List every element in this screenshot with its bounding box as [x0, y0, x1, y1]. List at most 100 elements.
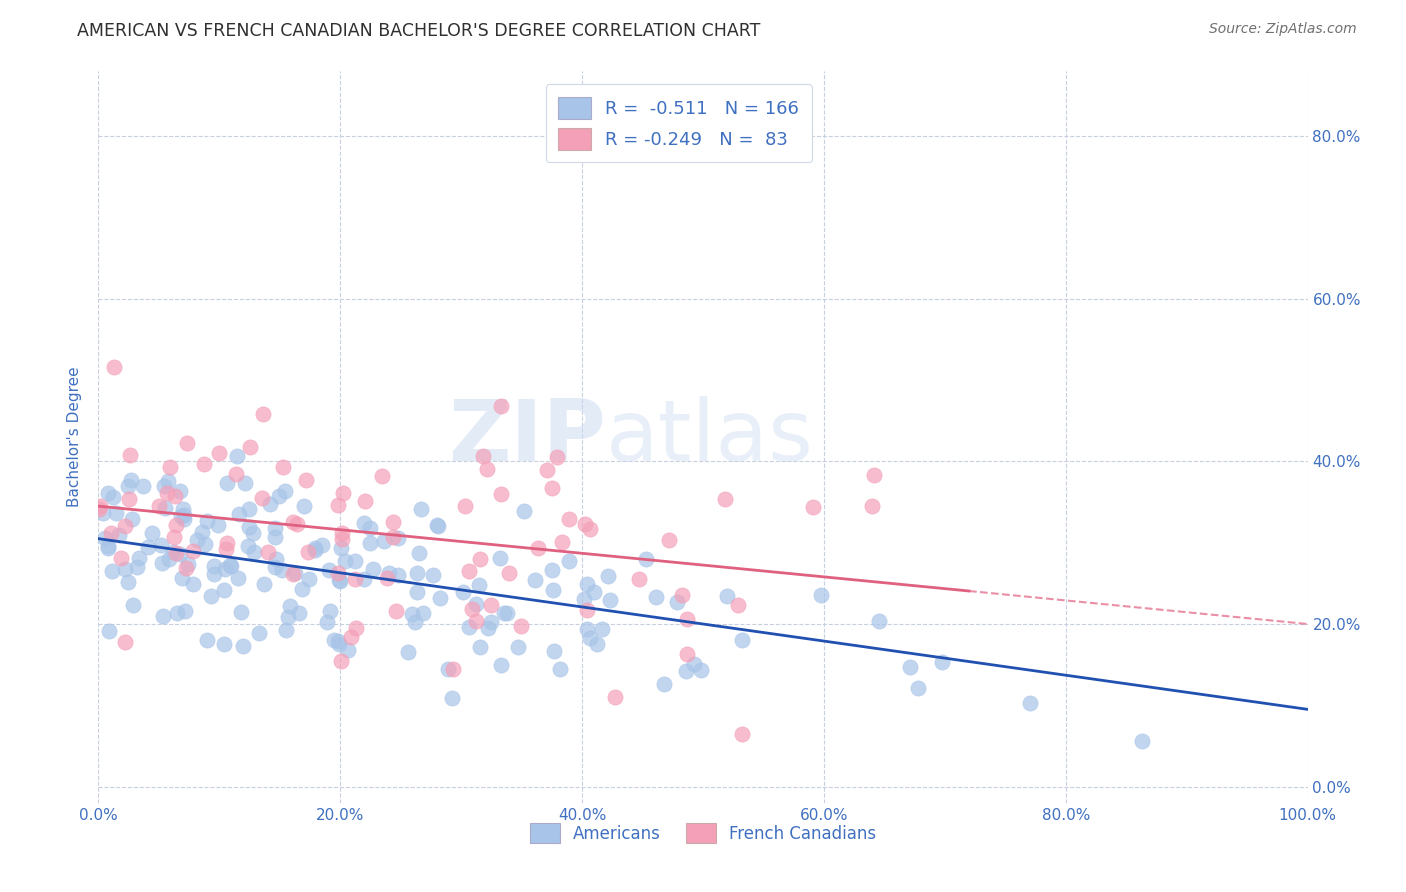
Point — [315, 615, 337, 629]
Point — [384, 604, 406, 618]
Point — [396, 644, 419, 658]
Point — [233, 475, 256, 490]
Point — [458, 564, 481, 578]
Point — [114, 519, 136, 533]
Point — [323, 632, 346, 647]
Point — [136, 541, 159, 555]
Legend: Americans, French Canadians: Americans, French Canadians — [523, 817, 883, 849]
Point — [671, 588, 693, 602]
Point — [165, 546, 187, 560]
Point — [453, 585, 475, 599]
Point — [157, 475, 180, 489]
Point — [318, 563, 340, 577]
Point — [264, 551, 287, 566]
Point — [558, 554, 581, 568]
Point — [340, 630, 363, 644]
Point — [652, 677, 675, 691]
Point — [271, 563, 294, 577]
Point — [468, 552, 491, 566]
Point — [253, 577, 276, 591]
Point — [731, 632, 754, 647]
Point — [354, 494, 377, 508]
Point — [215, 541, 238, 556]
Point — [454, 499, 477, 513]
Point — [277, 609, 299, 624]
Point — [373, 533, 395, 548]
Point — [576, 623, 599, 637]
Point — [489, 486, 512, 500]
Point — [412, 607, 434, 621]
Point — [437, 662, 460, 676]
Point — [464, 615, 486, 629]
Point — [100, 525, 122, 540]
Point — [263, 521, 285, 535]
Point — [361, 562, 384, 576]
Point — [658, 533, 681, 547]
Point — [195, 633, 218, 648]
Point — [326, 498, 349, 512]
Point — [114, 634, 136, 648]
Point — [121, 512, 143, 526]
Point — [264, 560, 287, 574]
Point — [716, 590, 738, 604]
Point — [524, 574, 547, 588]
Point — [468, 578, 491, 592]
Point — [200, 589, 222, 603]
Point — [215, 535, 238, 549]
Point — [460, 601, 482, 615]
Point — [491, 657, 513, 672]
Point — [117, 479, 139, 493]
Point — [458, 619, 481, 633]
Point — [165, 490, 187, 504]
Point — [218, 558, 240, 573]
Point — [344, 621, 367, 635]
Point — [472, 449, 495, 463]
Point — [330, 532, 353, 546]
Point — [257, 544, 280, 558]
Point — [131, 479, 153, 493]
Point — [336, 642, 359, 657]
Point — [541, 582, 564, 597]
Point — [190, 524, 212, 539]
Point — [579, 522, 602, 536]
Point — [683, 657, 706, 671]
Point — [173, 508, 195, 523]
Point — [202, 558, 225, 573]
Point — [304, 541, 326, 555]
Point — [541, 563, 564, 577]
Point — [330, 541, 353, 555]
Point — [509, 619, 531, 633]
Text: AMERICAN VS FRENCH CANADIAN BACHELOR'S DEGREE CORRELATION CHART: AMERICAN VS FRENCH CANADIAN BACHELOR'S D… — [77, 22, 761, 40]
Point — [907, 681, 929, 695]
Point — [229, 605, 252, 619]
Point — [359, 536, 381, 550]
Point — [212, 582, 235, 597]
Point — [585, 637, 607, 651]
Point — [328, 634, 350, 648]
Point — [582, 585, 605, 599]
Point — [207, 517, 229, 532]
Point — [440, 691, 463, 706]
Point — [353, 516, 375, 530]
Point — [422, 567, 444, 582]
Point — [427, 519, 450, 533]
Point — [689, 663, 711, 677]
Point — [343, 572, 366, 586]
Point — [381, 530, 404, 544]
Point — [157, 552, 180, 566]
Point — [232, 640, 254, 654]
Point — [599, 593, 621, 607]
Point — [150, 538, 173, 552]
Point — [714, 491, 737, 506]
Point — [212, 637, 235, 651]
Point — [214, 562, 236, 576]
Point — [91, 507, 114, 521]
Point — [159, 459, 181, 474]
Point — [194, 537, 217, 551]
Point — [860, 499, 883, 513]
Point — [506, 640, 529, 654]
Point — [284, 566, 307, 580]
Point — [104, 507, 127, 521]
Point — [429, 591, 451, 605]
Point — [291, 582, 314, 596]
